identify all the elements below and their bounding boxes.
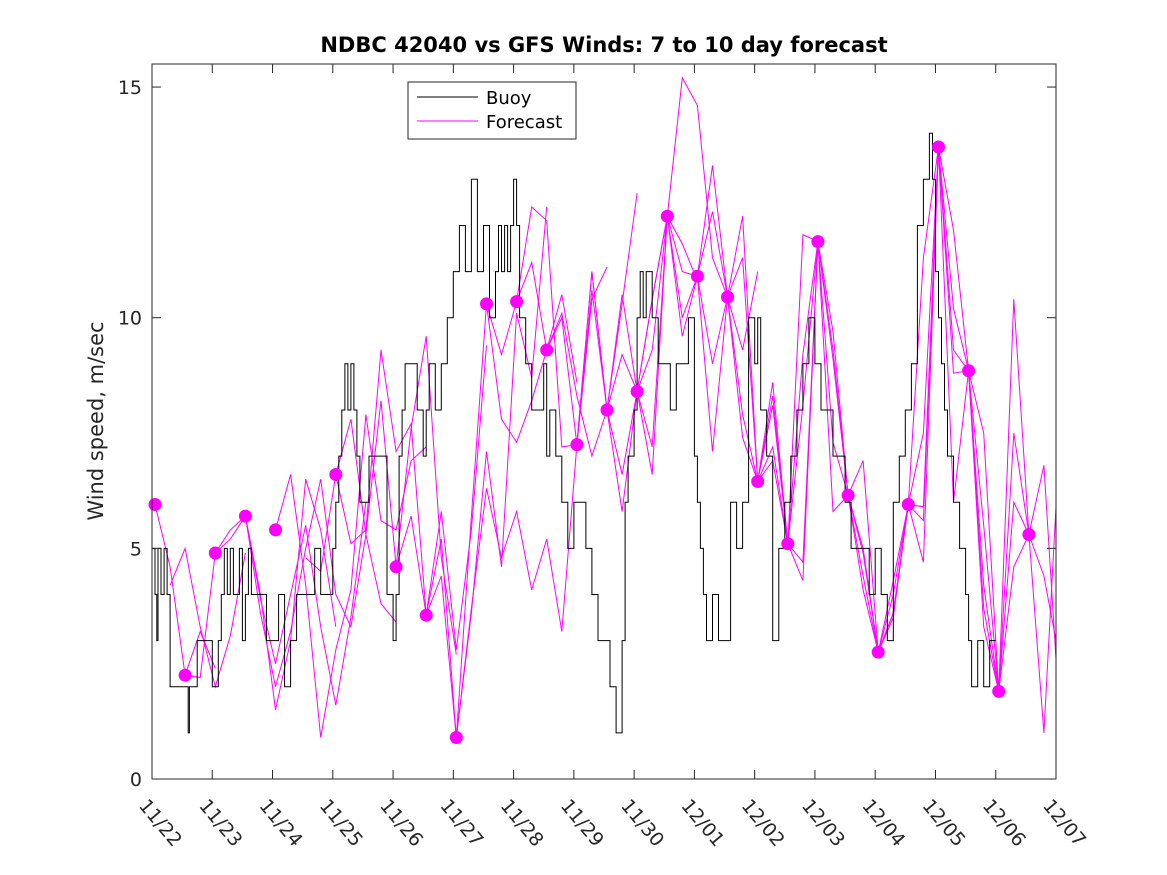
buoy-line-layer bbox=[152, 132, 996, 734]
y-axis-ticks: 0 5 10 15 bbox=[118, 77, 1056, 791]
forecast-marker-20 bbox=[781, 537, 795, 551]
y-tick-label-0: 0 bbox=[130, 769, 142, 791]
forecast-marker-19 bbox=[751, 475, 765, 488]
forecast-marker-18 bbox=[721, 290, 734, 304]
forecast-line-26 bbox=[907, 146, 1057, 692]
y-tick-label-5: 5 bbox=[130, 538, 142, 560]
y-axis-label: Wind speed, m/sec bbox=[84, 321, 108, 520]
forecast-line-22 bbox=[787, 146, 939, 653]
forecast-marker-1 bbox=[148, 498, 162, 511]
forecast-line-8 bbox=[335, 345, 487, 650]
forecast-marker-5 bbox=[269, 523, 282, 537]
forecast-marker-11 bbox=[510, 295, 524, 309]
forecast-marker-6 bbox=[329, 468, 343, 481]
forecast-marker-4 bbox=[238, 509, 252, 523]
forecast-marker-17 bbox=[690, 269, 704, 283]
forecast-marker-2 bbox=[178, 668, 192, 682]
forecast-line-16 bbox=[606, 211, 759, 512]
legend-label-forecast: Forecast bbox=[486, 112, 562, 133]
forecast-marker-22 bbox=[841, 488, 855, 502]
forecast-marker-27 bbox=[992, 684, 1006, 698]
forecast-line-10 bbox=[425, 260, 578, 738]
forecast-line-14 bbox=[546, 214, 698, 475]
forecast-line-19 bbox=[696, 241, 849, 544]
forecast-marker-9 bbox=[449, 731, 463, 744]
legend: Buoy Forecast bbox=[407, 81, 577, 140]
forecast-marker-25 bbox=[932, 140, 945, 154]
forecast-marker-15 bbox=[630, 385, 644, 398]
forecast-marker-10 bbox=[480, 297, 493, 311]
forecast-marker-14 bbox=[600, 403, 614, 417]
forecast-marker-8 bbox=[419, 608, 433, 622]
forecast-marker-16 bbox=[660, 209, 674, 223]
forecast-line-18 bbox=[666, 216, 819, 544]
plot-frame bbox=[151, 63, 1057, 780]
forecast-line-4 bbox=[214, 502, 367, 706]
plot-area bbox=[152, 64, 1056, 779]
forecast-marker-12 bbox=[540, 343, 554, 357]
forecast-marker-26 bbox=[962, 364, 976, 378]
legend-box bbox=[407, 81, 577, 140]
forecast-marker-7 bbox=[389, 560, 403, 574]
forecast-marker-23 bbox=[871, 645, 885, 659]
chart-title: NDBC 42040 vs GFS Winds: 7 to 10 day for… bbox=[320, 33, 887, 57]
forecast-line-5 bbox=[244, 479, 397, 687]
forecast-line-2 bbox=[169, 546, 246, 689]
forecast-line-6 bbox=[275, 414, 427, 738]
forecast-marker-13 bbox=[570, 438, 584, 452]
forecast-markers bbox=[148, 140, 1036, 744]
forecast-marker-3 bbox=[208, 546, 222, 560]
y-tick-label-10: 10 bbox=[118, 308, 142, 330]
forecast-line-9 bbox=[395, 206, 548, 738]
forecast-line-17 bbox=[636, 165, 789, 544]
y-tick-label-15: 15 bbox=[118, 77, 142, 99]
forecast-marker-28 bbox=[1022, 528, 1036, 541]
forecast-marker-24 bbox=[901, 498, 915, 511]
forecast-marker-21 bbox=[811, 235, 825, 249]
forecast-line-28 bbox=[968, 370, 1057, 692]
legend-label-buoy: Buoy bbox=[486, 88, 532, 109]
buoy-line bbox=[152, 132, 996, 734]
forecast-line-7 bbox=[305, 336, 457, 655]
